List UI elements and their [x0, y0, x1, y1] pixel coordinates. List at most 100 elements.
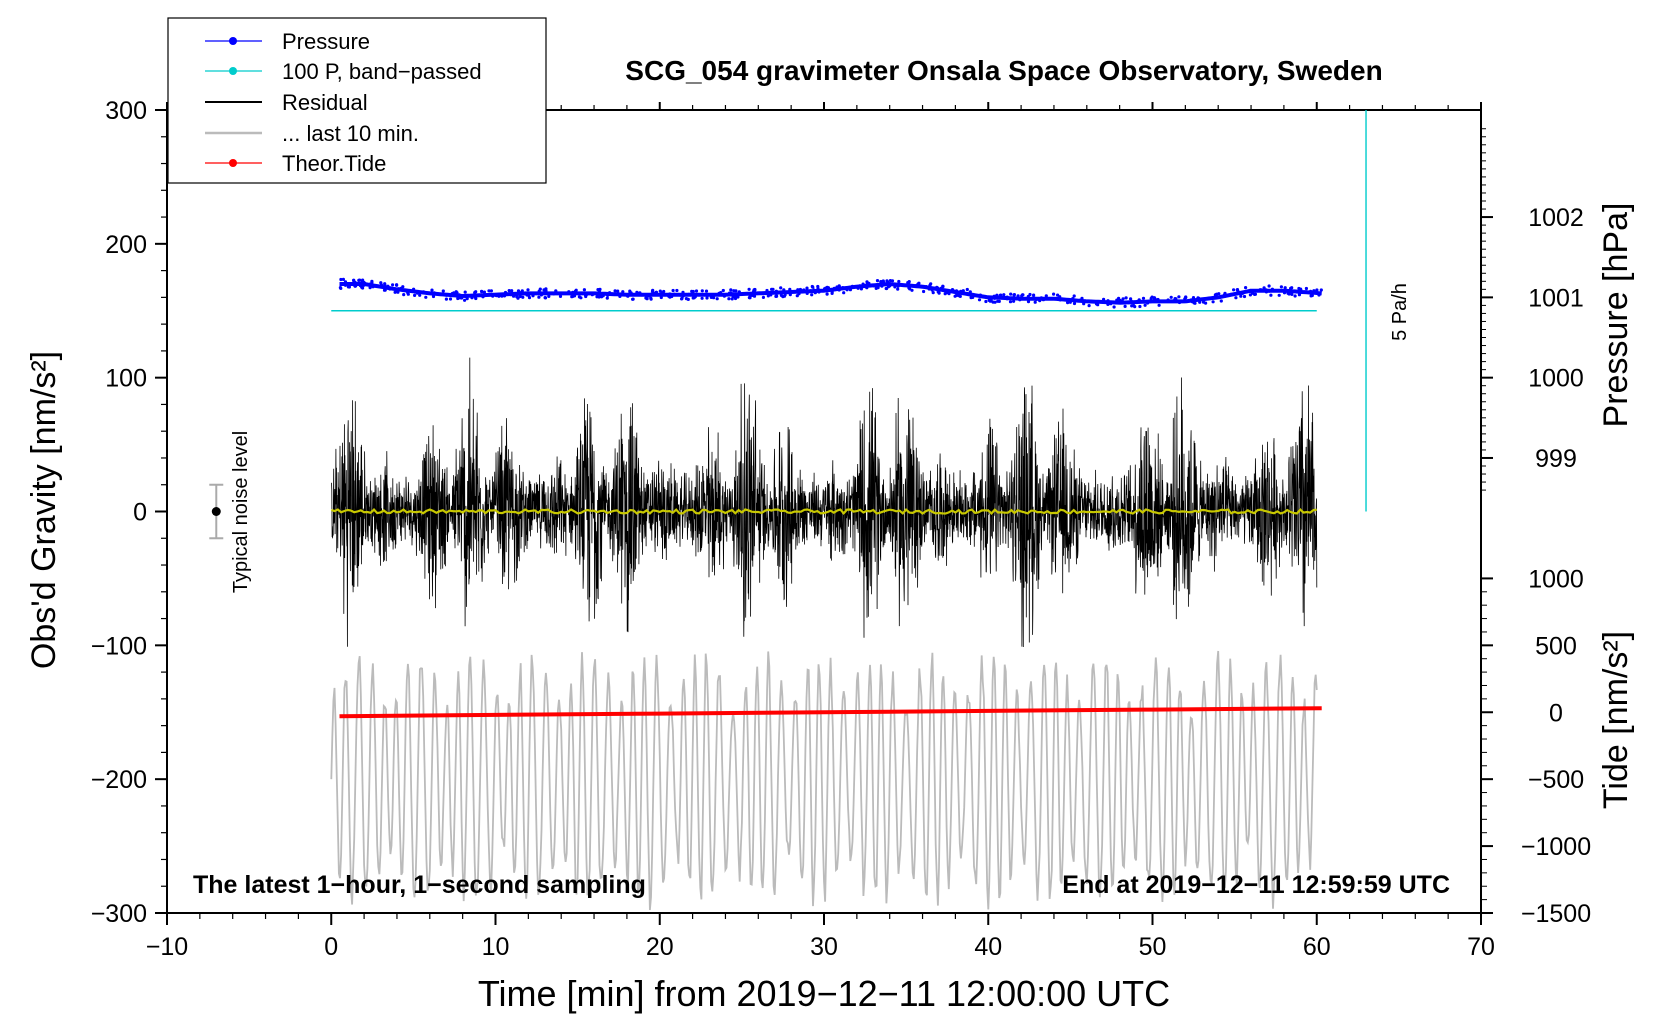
pressure-point	[638, 291, 642, 295]
pressure-point	[813, 291, 817, 295]
pressure-point	[1082, 302, 1086, 306]
pressure-point	[751, 292, 756, 297]
legend-swatch-dot	[229, 67, 237, 75]
pressure-point	[730, 293, 734, 297]
pressure-point	[747, 296, 752, 300]
pressure-point	[444, 293, 449, 297]
pressure-point	[907, 281, 911, 285]
noise-bar-dot	[211, 507, 221, 516]
pressure-point	[1297, 289, 1302, 293]
pressure-point	[1315, 288, 1319, 292]
end-time-note: End at 2019−12−11 12:59:59 UTC	[1062, 871, 1450, 899]
pressure-point	[573, 289, 578, 293]
pressure-point	[1211, 300, 1215, 304]
rate-label: 5 Pa/h	[1389, 283, 1411, 341]
pressure-point	[924, 285, 928, 289]
tide-tick-label: 500	[1535, 632, 1577, 660]
pressure-point	[542, 288, 546, 292]
pressure-point	[1269, 293, 1273, 297]
pressure-point	[1253, 292, 1257, 296]
pressure-point	[1194, 298, 1198, 302]
pressure-point	[352, 283, 356, 287]
pressure-point	[747, 287, 751, 291]
pressure-point	[1264, 290, 1268, 294]
pressure-point	[959, 291, 963, 295]
pressure-point	[1279, 285, 1283, 289]
pressure-point	[734, 289, 738, 293]
pressure-point	[1234, 296, 1238, 300]
pressure-tick-label: 1002	[1528, 204, 1584, 232]
theoretical-tide-line	[339, 706, 1322, 719]
pressure-point	[896, 287, 900, 291]
pressure-point	[850, 284, 855, 288]
pressure-point	[968, 290, 972, 294]
pressure-point	[753, 288, 757, 292]
pressure-point	[361, 280, 366, 284]
pressure-point	[811, 285, 815, 289]
pressure-point	[862, 284, 866, 288]
pressure-point	[879, 280, 883, 284]
pressure-point	[431, 294, 436, 299]
pressure-point	[927, 287, 931, 291]
pressure-point	[859, 287, 864, 291]
pressure-point	[1129, 299, 1133, 303]
legend-swatch-dot	[229, 159, 237, 167]
pressure-point	[628, 291, 632, 296]
pressure-point	[761, 295, 766, 299]
pressure-point	[1016, 294, 1020, 298]
pressure-point	[1311, 290, 1315, 294]
pressure-point	[1146, 301, 1150, 305]
pressure-point	[930, 288, 934, 292]
annotation-marks	[209, 110, 1367, 540]
y-tick-label: 300	[105, 97, 147, 125]
pressure-point	[1248, 289, 1253, 293]
pressure-point	[880, 284, 884, 288]
pressure-point	[1297, 286, 1301, 291]
pressure-point	[826, 289, 830, 293]
pressure-point	[865, 282, 869, 286]
pressure-point	[1026, 294, 1030, 299]
pressure-point	[1058, 298, 1062, 302]
pressure-point	[660, 291, 664, 295]
noise-level-label: Typical noise level	[230, 431, 252, 593]
pressure-point	[842, 291, 846, 295]
pressure-point	[441, 289, 445, 293]
pressure-point	[473, 291, 477, 295]
pressure-point	[693, 295, 697, 299]
pressure-point	[1304, 286, 1308, 291]
legend-entry-last-10-min: ... last 10 min.	[205, 121, 419, 146]
pressure-point	[404, 289, 408, 293]
pressure-point	[386, 284, 390, 288]
pressure-point	[487, 289, 491, 293]
tide-tick-label: 0	[1549, 699, 1563, 727]
legend-label: 100 P, band−passed	[282, 59, 482, 84]
pressure-point	[765, 288, 769, 293]
pressure-point	[951, 289, 956, 293]
pressure-point	[1156, 297, 1160, 302]
pressure-point	[518, 294, 522, 298]
pressure-point	[458, 296, 462, 300]
pressure-point	[1041, 298, 1045, 302]
pressure-point	[520, 289, 524, 293]
pressure-point	[872, 284, 876, 288]
pressure-point	[571, 290, 575, 294]
pressure-point	[984, 299, 988, 304]
pressure-point	[503, 290, 508, 295]
pressure-point	[958, 294, 962, 298]
pressure-point	[824, 286, 828, 290]
legend-entry-pressure: Pressure	[205, 29, 370, 54]
pressure-point	[676, 292, 680, 297]
pressure-point	[1157, 303, 1161, 307]
pressure-point	[837, 285, 841, 289]
pressure-point	[1319, 288, 1323, 292]
pressure-point	[444, 297, 448, 301]
pressure-point	[1094, 302, 1099, 306]
pressure-point	[988, 299, 993, 303]
pressure-point	[1033, 300, 1037, 304]
pressure-point	[635, 290, 639, 294]
legend-entry-residual: Residual	[205, 90, 368, 115]
pressure-point	[1217, 292, 1221, 296]
pressure-point	[587, 291, 591, 295]
pressure-point	[1197, 296, 1201, 300]
pressure-point	[613, 289, 617, 293]
